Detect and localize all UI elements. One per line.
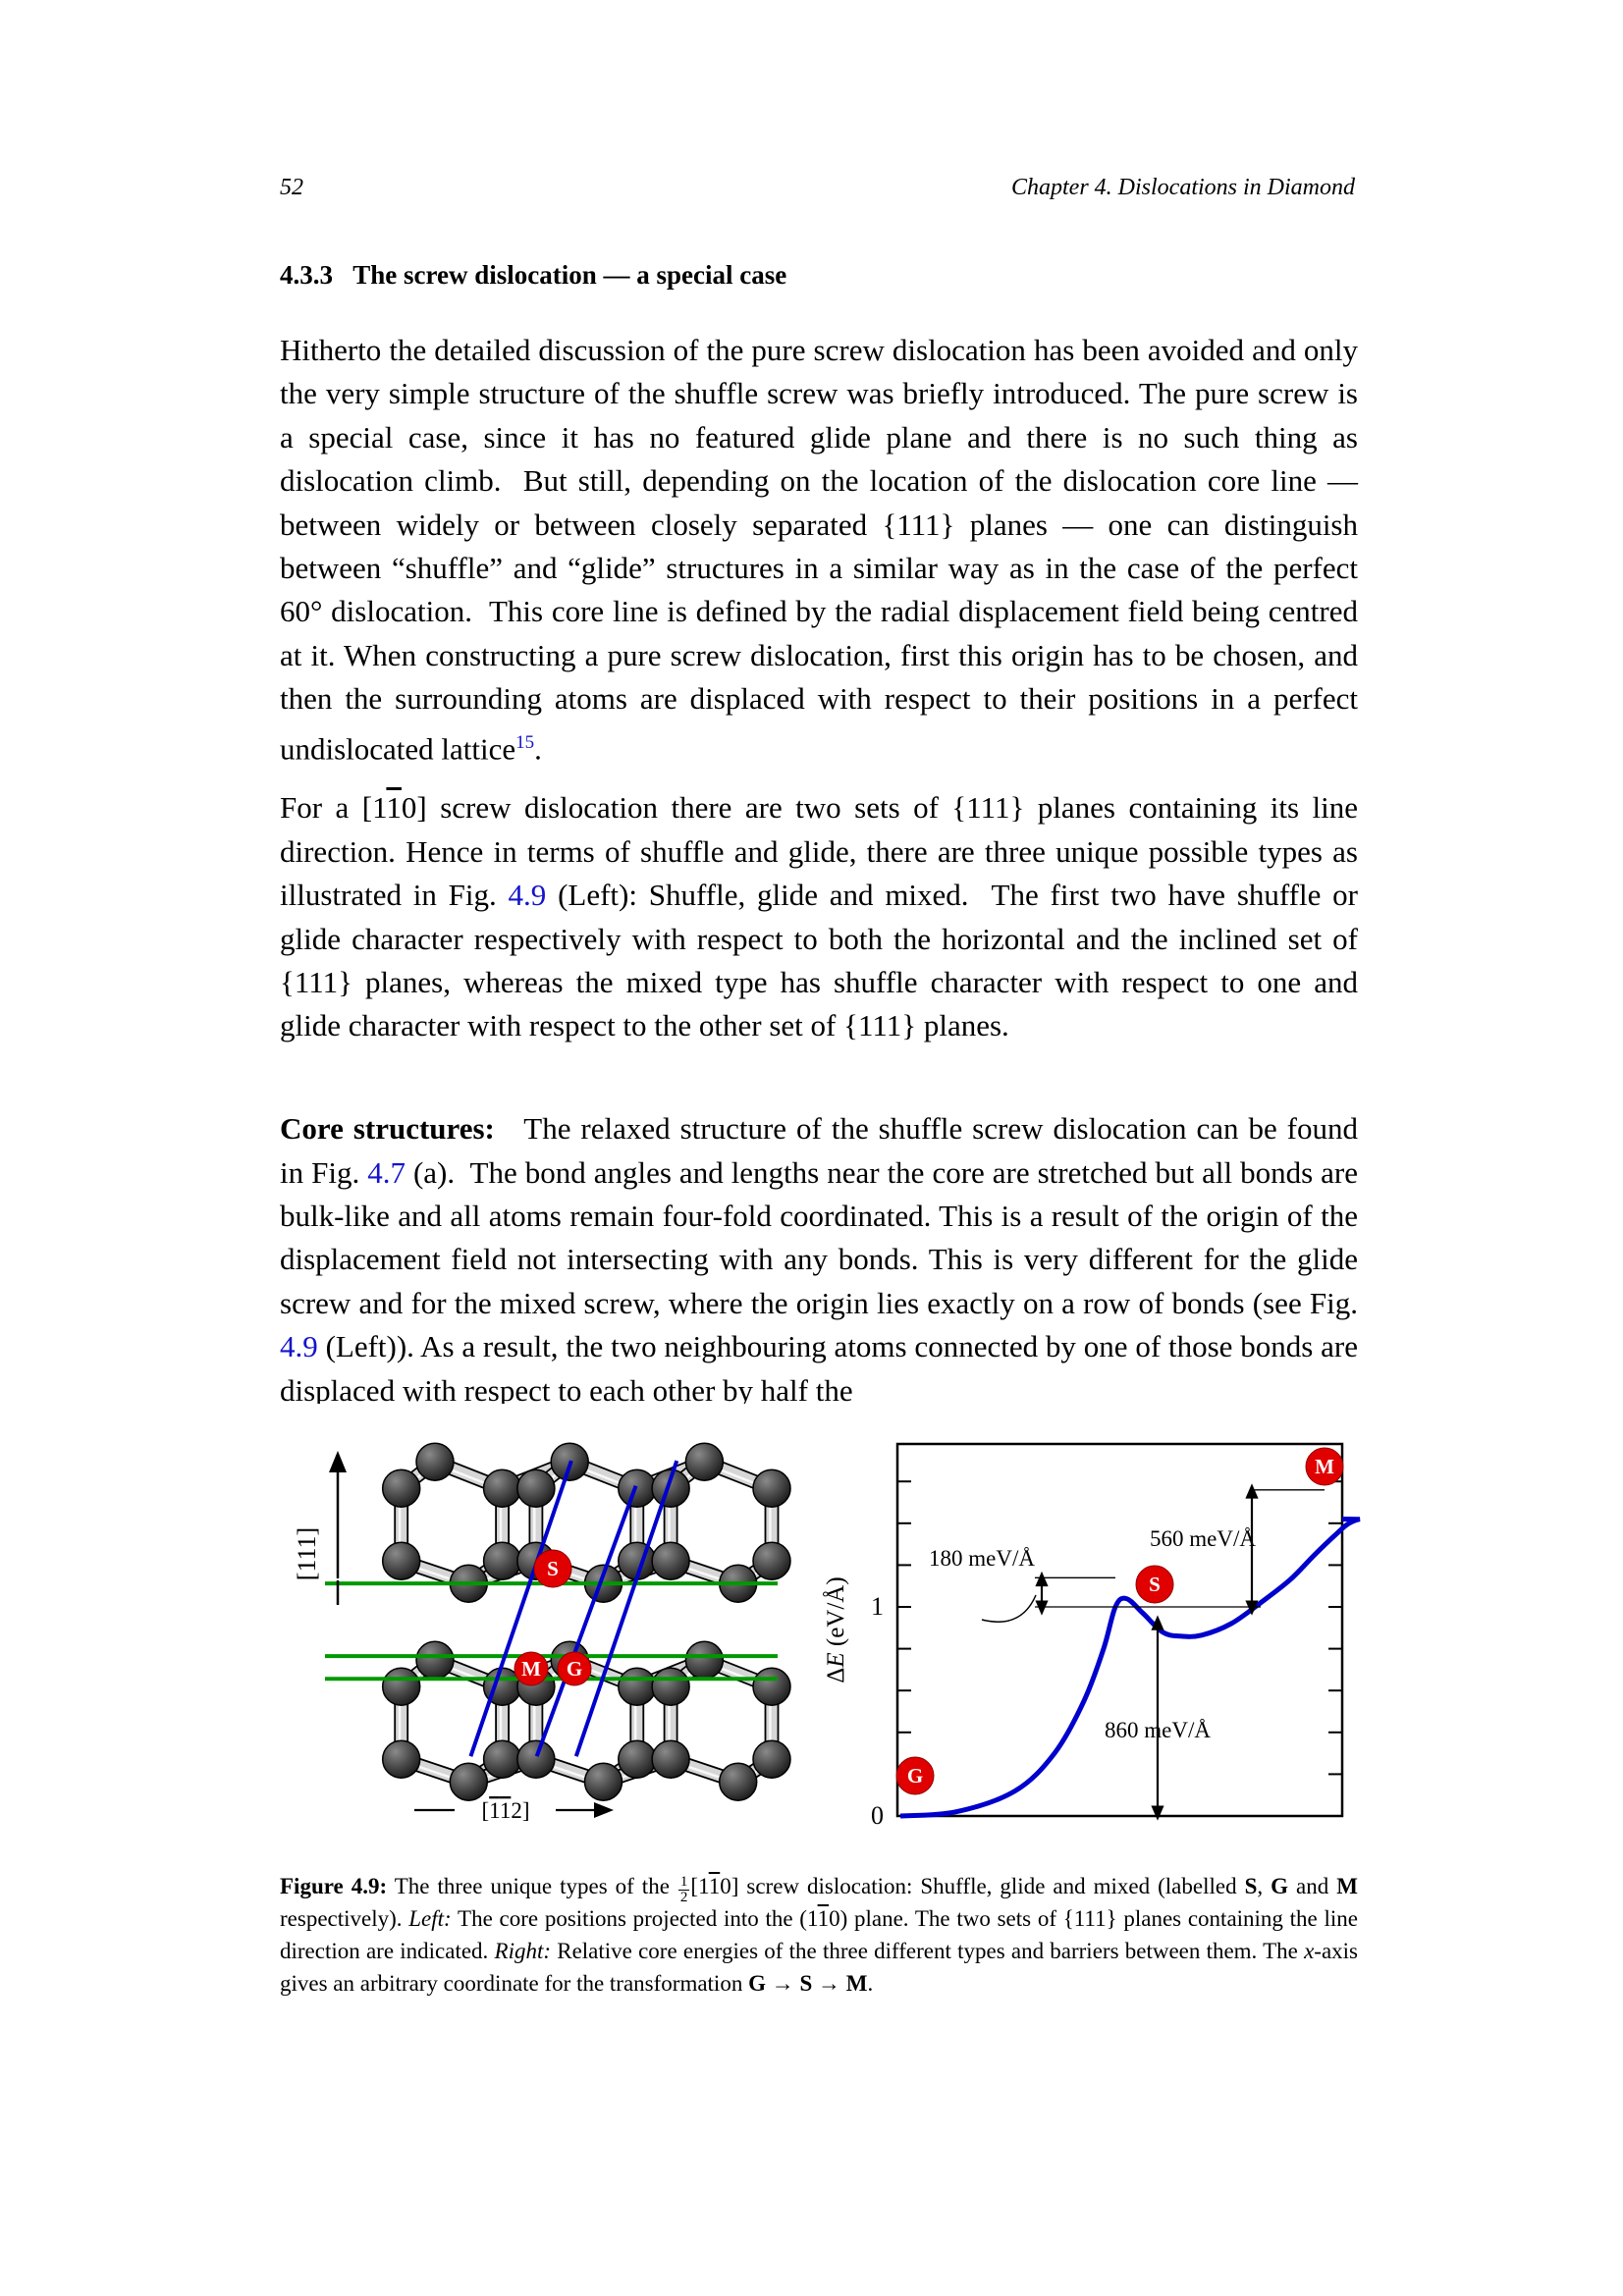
svg-text:0: 0 [871,1801,884,1830]
svg-text:[112]: [112] [482,1798,530,1823]
svg-text:[111]: [111] [293,1527,321,1580]
svg-text:180 meV/Å: 180 meV/Å [929,1546,1035,1571]
svg-text:S: S [1149,1573,1161,1596]
svg-text:G: G [907,1764,923,1788]
svg-text:M: M [521,1657,541,1681]
svg-text:G: G [567,1657,582,1681]
svg-text:M: M [1315,1455,1334,1478]
svg-text:1: 1 [871,1592,884,1621]
svg-text:860 meV/Å: 860 meV/Å [1105,1718,1211,1742]
svg-text:560 meV/Å: 560 meV/Å [1150,1526,1256,1551]
svg-text:ΔE (eV/Å): ΔE (eV/Å) [823,1576,849,1682]
svg-text:S: S [547,1557,559,1580]
